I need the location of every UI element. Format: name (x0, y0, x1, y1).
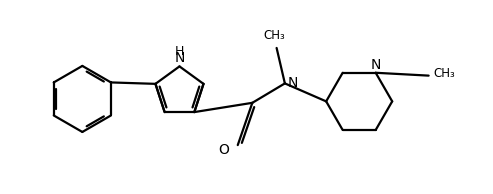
Text: CH₃: CH₃ (433, 67, 455, 80)
Text: O: O (218, 143, 229, 157)
Text: CH₃: CH₃ (263, 29, 285, 42)
Text: N: N (371, 58, 381, 72)
Text: H: H (175, 45, 184, 58)
Text: N: N (175, 51, 185, 65)
Text: N: N (287, 76, 298, 90)
